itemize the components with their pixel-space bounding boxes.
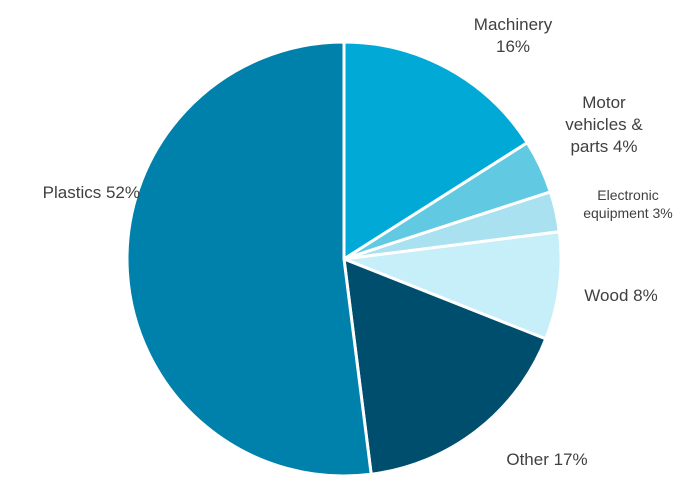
pie-label-wood: Wood 8% [584, 286, 657, 305]
pie-slice-other [342, 257, 548, 476]
pie-label-line: parts 4% [570, 137, 637, 156]
pie-labels: Machinery 16% Motor vehicles & parts 4% Elect… [43, 15, 673, 469]
pie-slice-wood [342, 230, 563, 341]
pie-label-line: equipment 3% [583, 205, 673, 221]
pie-label-machinery: Machinery 16% [474, 15, 553, 56]
pie-label-line: Motor [582, 93, 626, 112]
pie-label-electronic-equipment: Electronic equipment 3% [583, 187, 673, 221]
pie-slice-plastics [125, 40, 373, 477]
pie-slices [125, 40, 563, 477]
pie-label-line: Plastics 52% [43, 183, 140, 202]
pie-label-line: 16% [496, 37, 530, 56]
pie-label-line: vehicles & [565, 115, 643, 134]
pie-label-motor-vehicles-and-parts: Motor vehicles & parts 4% [565, 93, 643, 156]
pie-label-plastics: Plastics 52% [43, 183, 140, 202]
pie-label-line: Other 17% [506, 450, 587, 469]
pie-label-line: Wood 8% [584, 286, 657, 305]
pie-slice-machinery [342, 40, 529, 261]
pie-label-other: Other 17% [506, 450, 587, 469]
pie-label-line: Machinery [474, 15, 553, 34]
pie-label-line: Electronic [597, 187, 658, 203]
